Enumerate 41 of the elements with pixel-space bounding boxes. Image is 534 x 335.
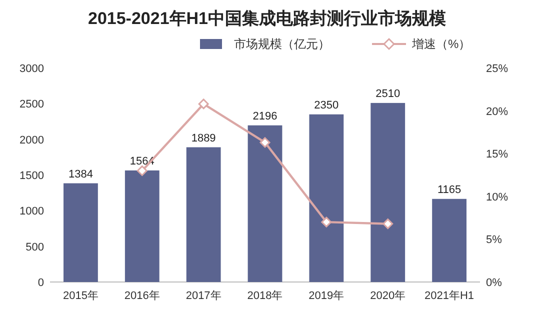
point (198, 98, 209, 110)
x-tick-label: 2018年 (247, 290, 283, 302)
x-tick-label: 2017年 (186, 290, 222, 302)
y-tick-label: 1000 (20, 206, 44, 218)
bar (248, 125, 282, 282)
y-tick-label: 2500 (20, 98, 44, 111)
y2-tick-label: 20% (486, 106, 508, 118)
y2-tick-label: 25% (486, 63, 508, 75)
legend-label: 市场规模（亿元） (234, 37, 330, 51)
bar (370, 102, 406, 282)
y-tick-label: 1500 (20, 170, 44, 182)
data-label: 2510 (376, 88, 400, 100)
y-tick-label: 3000 (20, 63, 44, 75)
point (136, 165, 148, 176)
y-tick-label: 2000 (20, 134, 44, 146)
bar (432, 198, 466, 282)
x-tick-label: 2020年 (370, 290, 406, 302)
chart-title: 2015-2021年H1中国集成电路封测行业市场规模 (88, 9, 446, 28)
x-tick-label: 2019年 (308, 290, 344, 302)
bar (64, 183, 98, 282)
y2-tick-label: 15% (486, 148, 508, 161)
data-label: 1889 (191, 132, 216, 144)
point (260, 137, 270, 148)
x-tick-label: 2016年 (124, 290, 160, 302)
bar (309, 114, 344, 282)
bar (186, 147, 221, 282)
data-label: 2196 (252, 110, 278, 122)
y2-tick-label: 5% (486, 234, 502, 246)
data-label: 1165 (437, 184, 462, 196)
y2-tick-label: 10% (486, 191, 508, 204)
data-label: 1384 (68, 168, 93, 180)
x-tick-label: 2015年 (62, 290, 98, 302)
data-label: 2350 (314, 99, 339, 112)
point (382, 218, 394, 230)
legend-label: 增速（%） (411, 37, 471, 51)
point (321, 216, 332, 228)
y-tick-label: 500 (26, 241, 44, 254)
bar (124, 170, 160, 282)
x-tick-label: 2021年H1 (424, 290, 474, 302)
y-tick-label: 0 (38, 277, 44, 289)
y2-tick-label: 0% (486, 277, 502, 289)
